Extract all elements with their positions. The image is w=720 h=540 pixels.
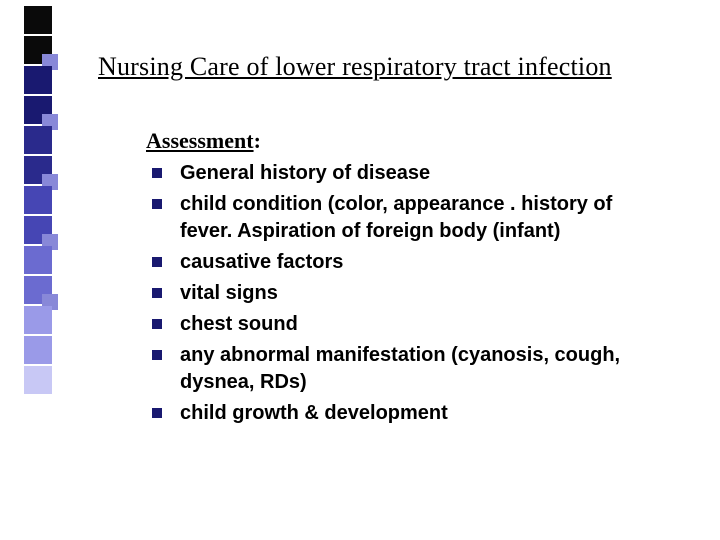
slide-body: Assessment: General history of disease c… [146, 128, 666, 431]
list-item-text: General history of disease [180, 162, 430, 184]
list-item: General history of disease [146, 160, 666, 187]
list-item-text: child condition (color, appearance . his… [180, 193, 612, 242]
list-item: child growth & development [146, 400, 666, 427]
deco-square [24, 186, 52, 214]
list-item: any abnormal manifestation (cyanosis, co… [146, 342, 666, 396]
deco-square [24, 36, 52, 64]
square-bullet-icon [152, 350, 162, 360]
subheading: Assessment: [146, 128, 666, 154]
decorative-sidebar [24, 6, 52, 396]
square-bullet-icon [152, 319, 162, 329]
slide-title: Nursing Care of lower respiratory tract … [98, 52, 612, 82]
list-item: causative factors [146, 249, 666, 276]
deco-square [24, 306, 52, 334]
deco-square [24, 6, 52, 34]
list-item-text: causative factors [180, 251, 343, 273]
square-bullet-icon [152, 199, 162, 209]
square-bullet-icon [152, 168, 162, 178]
deco-square [24, 156, 52, 184]
deco-square [24, 66, 52, 94]
square-bullet-icon [152, 257, 162, 267]
list-item-text: vital signs [180, 282, 278, 304]
deco-square [24, 216, 52, 244]
deco-square [24, 126, 52, 154]
deco-square [24, 336, 52, 364]
deco-square [24, 366, 52, 394]
list-item-text: chest sound [180, 313, 298, 335]
deco-square [24, 96, 52, 124]
list-item: child condition (color, appearance . his… [146, 191, 666, 245]
list-item-text: child growth & development [180, 402, 448, 424]
square-bullet-icon [152, 408, 162, 418]
list-item: vital signs [146, 280, 666, 307]
list-item: chest sound [146, 311, 666, 338]
list-item-text: any abnormal manifestation (cyanosis, co… [180, 344, 620, 393]
slide: Nursing Care of lower respiratory tract … [0, 0, 720, 540]
deco-square [24, 276, 52, 304]
bullet-list: General history of disease child conditi… [146, 160, 666, 427]
deco-square [24, 246, 52, 274]
square-bullet-icon [152, 288, 162, 298]
